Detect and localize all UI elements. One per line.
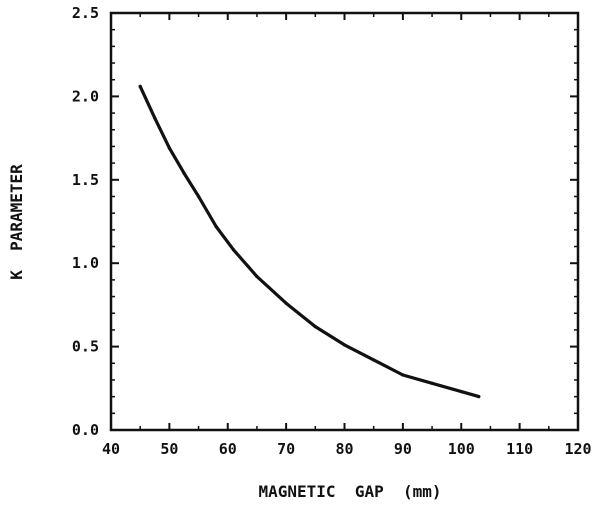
y-tick-label: 1.5 [72, 171, 99, 189]
y-tick-label: 1.0 [72, 254, 99, 272]
series-layer [138, 84, 481, 399]
y-tick-label: 2.5 [72, 4, 99, 22]
plot-frame [109, 11, 580, 432]
curve-point [167, 146, 171, 150]
curve-point [138, 84, 142, 88]
curve-point [231, 248, 236, 252]
curve-point [284, 301, 288, 305]
x-tick-label: 40 [102, 440, 120, 458]
y-tick-label: 2.0 [72, 87, 99, 105]
x-tick-label: 80 [335, 440, 353, 458]
curve-point [255, 274, 259, 279]
y-axis-title: K PARAMETER [7, 164, 26, 280]
curve-point [182, 171, 186, 175]
curve-point [313, 324, 317, 329]
curve-point [401, 373, 405, 377]
curve-point [196, 194, 201, 199]
curve-point [459, 390, 463, 394]
x-tick-label: 110 [506, 440, 533, 458]
x-tick-label: 120 [564, 440, 591, 458]
curve-point [430, 381, 434, 385]
x-axis-ticks: 40 50 60 70 80 90 100 110 120 [102, 13, 592, 458]
k-parameter-curve [138, 84, 481, 399]
y-tick-label: 0.0 [72, 421, 99, 439]
curve-point [214, 224, 218, 229]
curve-point [477, 395, 481, 399]
curve-point [342, 343, 347, 347]
y-tick-label: 0.5 [72, 338, 99, 356]
x-axis-title: MAGNETIC GAP (mm) [258, 482, 441, 501]
x-tick-label: 50 [160, 440, 178, 458]
x-tick-label: 90 [394, 440, 412, 458]
y-axis-ticks: 0.0 0.5 1.0 1.5 2.0 2.5 [72, 4, 578, 439]
x-tick-label: 100 [448, 440, 475, 458]
curve-point [153, 116, 157, 120]
x-tick-label: 70 [277, 440, 295, 458]
x-tick-label: 60 [219, 440, 237, 458]
curve-point [372, 358, 376, 362]
